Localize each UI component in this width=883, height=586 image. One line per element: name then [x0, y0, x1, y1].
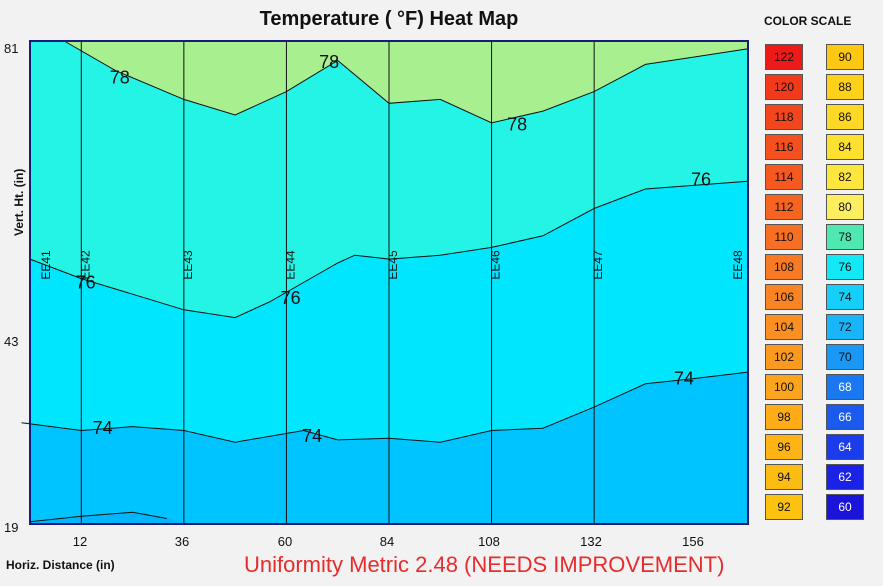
color-scale-swatch: 104: [765, 314, 803, 340]
color-scale-swatch: 92: [765, 494, 803, 520]
sensor-label: EE46: [489, 250, 503, 280]
contour-line-78: [63, 40, 749, 124]
chart-title: Temperature ( °F) Heat Map: [259, 8, 519, 30]
sensor-label: EE42: [78, 250, 92, 280]
contour-label-74: 74: [302, 426, 322, 446]
color-scale-swatch: 76: [826, 254, 864, 280]
color-scale-swatch: 88: [826, 74, 864, 100]
contour-label-76: 76: [691, 170, 711, 190]
sensor-label: EE44: [283, 250, 297, 280]
color-scale-swatch: 62: [826, 464, 864, 490]
color-scale-swatch: 86: [826, 104, 864, 130]
color-scale-swatch: 60: [826, 494, 864, 520]
color-scale-swatch: 90: [826, 44, 864, 70]
color-scale-swatch: 114: [765, 164, 803, 190]
color-scale-title: COLOR SCALE: [764, 14, 852, 28]
contour-label-78: 78: [319, 52, 339, 72]
x-tick-label: 36: [174, 534, 190, 549]
color-scale-swatch: 94: [765, 464, 803, 490]
x-tick-label: 12: [72, 534, 88, 549]
contour-line-72: [29, 511, 167, 523]
x-tick-label: 132: [580, 534, 602, 549]
y-tick-label: 19: [4, 520, 19, 535]
color-scale-swatch: 120: [765, 74, 803, 100]
color-scale-swatch: 80: [826, 194, 864, 220]
plot-frame: [29, 40, 749, 525]
color-scale-swatch: 96: [765, 434, 803, 460]
color-scale-swatch: 110: [765, 224, 803, 250]
sensor-label: EE47: [591, 250, 605, 280]
color-scale-swatch: 122: [765, 44, 803, 70]
color-scale-swatch: 64: [826, 434, 864, 460]
color-scale-swatch: 112: [765, 194, 803, 220]
color-scale-swatch: 66: [826, 404, 864, 430]
x-tick-label: 108: [478, 534, 500, 549]
color-scale-swatch: 74: [826, 284, 864, 310]
color-scale-swatch: 68: [826, 374, 864, 400]
x-axis-label: Horiz. Distance (in): [6, 558, 115, 572]
color-scale-swatch: 72: [826, 314, 864, 340]
color-scale-swatch: 108: [765, 254, 803, 280]
contour-label-76: 76: [76, 273, 96, 293]
sensor-label: EE48: [731, 250, 745, 280]
color-scale-swatch: 82: [826, 164, 864, 190]
color-scale-swatch: 70: [826, 344, 864, 370]
contour-label-78: 78: [110, 68, 130, 88]
x-tick-label: 156: [682, 534, 704, 549]
color-scale-swatch: 118: [765, 104, 803, 130]
contour-label-78: 78: [507, 114, 527, 134]
color-scale-swatch: 84: [826, 134, 864, 160]
sensor-label: EE45: [386, 250, 400, 280]
contour-label-74: 74: [93, 418, 113, 438]
color-scale-swatch: 102: [765, 344, 803, 370]
color-scale-swatch: 98: [765, 404, 803, 430]
color-scale-swatch: 116: [765, 134, 803, 160]
contour-label-76: 76: [281, 288, 301, 308]
color-scale-swatch: 100: [765, 374, 803, 400]
uniformity-metric: Uniformity Metric 2.48 (NEEDS IMPROVEMEN…: [244, 552, 725, 577]
contour-label-74: 74: [674, 368, 694, 388]
y-tick-label: 43: [4, 334, 19, 349]
contour-line-76: [29, 180, 749, 319]
color-scale-swatch: 78: [826, 224, 864, 250]
color-scale-swatch: 106: [765, 284, 803, 310]
x-tick-label: 84: [379, 534, 395, 549]
sensor-label: EE43: [181, 250, 195, 280]
y-tick-label: 81: [4, 41, 19, 56]
x-tick-label: 60: [277, 534, 293, 549]
sensor-label: EE41: [39, 250, 53, 280]
